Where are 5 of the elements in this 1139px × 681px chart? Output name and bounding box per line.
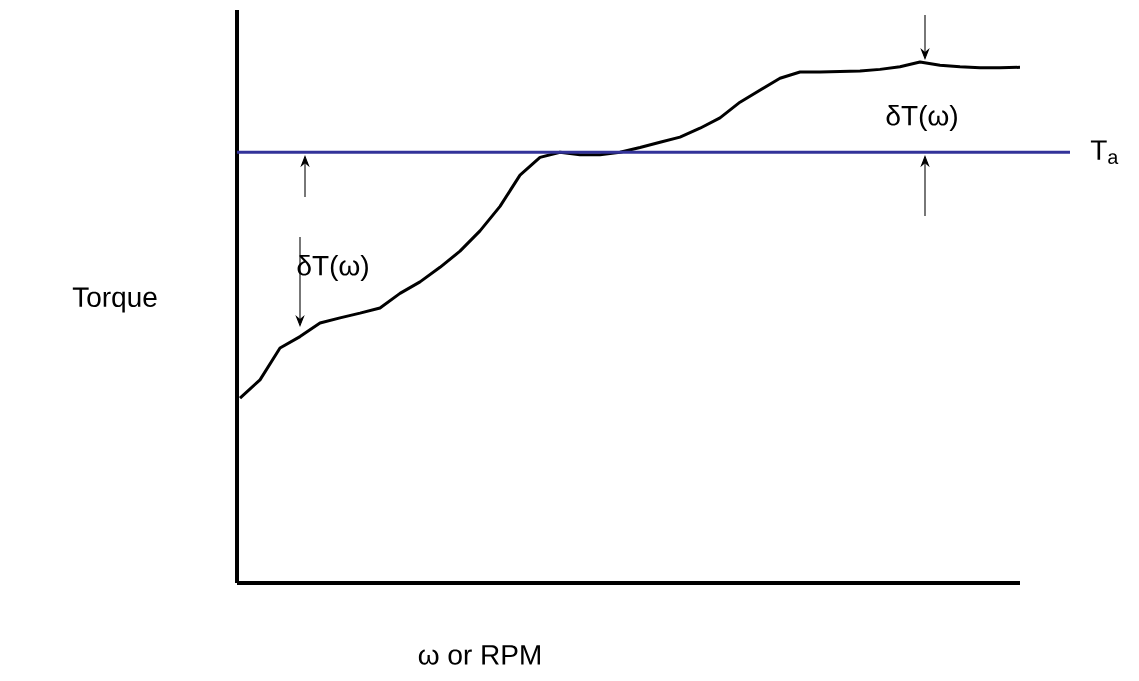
ref-line-label: T$_{a}$ (1090, 140, 1119, 164)
x-axis-title: ω or RPM (418, 645, 540, 665)
annotation: δT(ω) (297, 255, 368, 282)
annotation: δT(ω) (886, 105, 957, 132)
y-axis-title: Torque (72, 287, 157, 313)
